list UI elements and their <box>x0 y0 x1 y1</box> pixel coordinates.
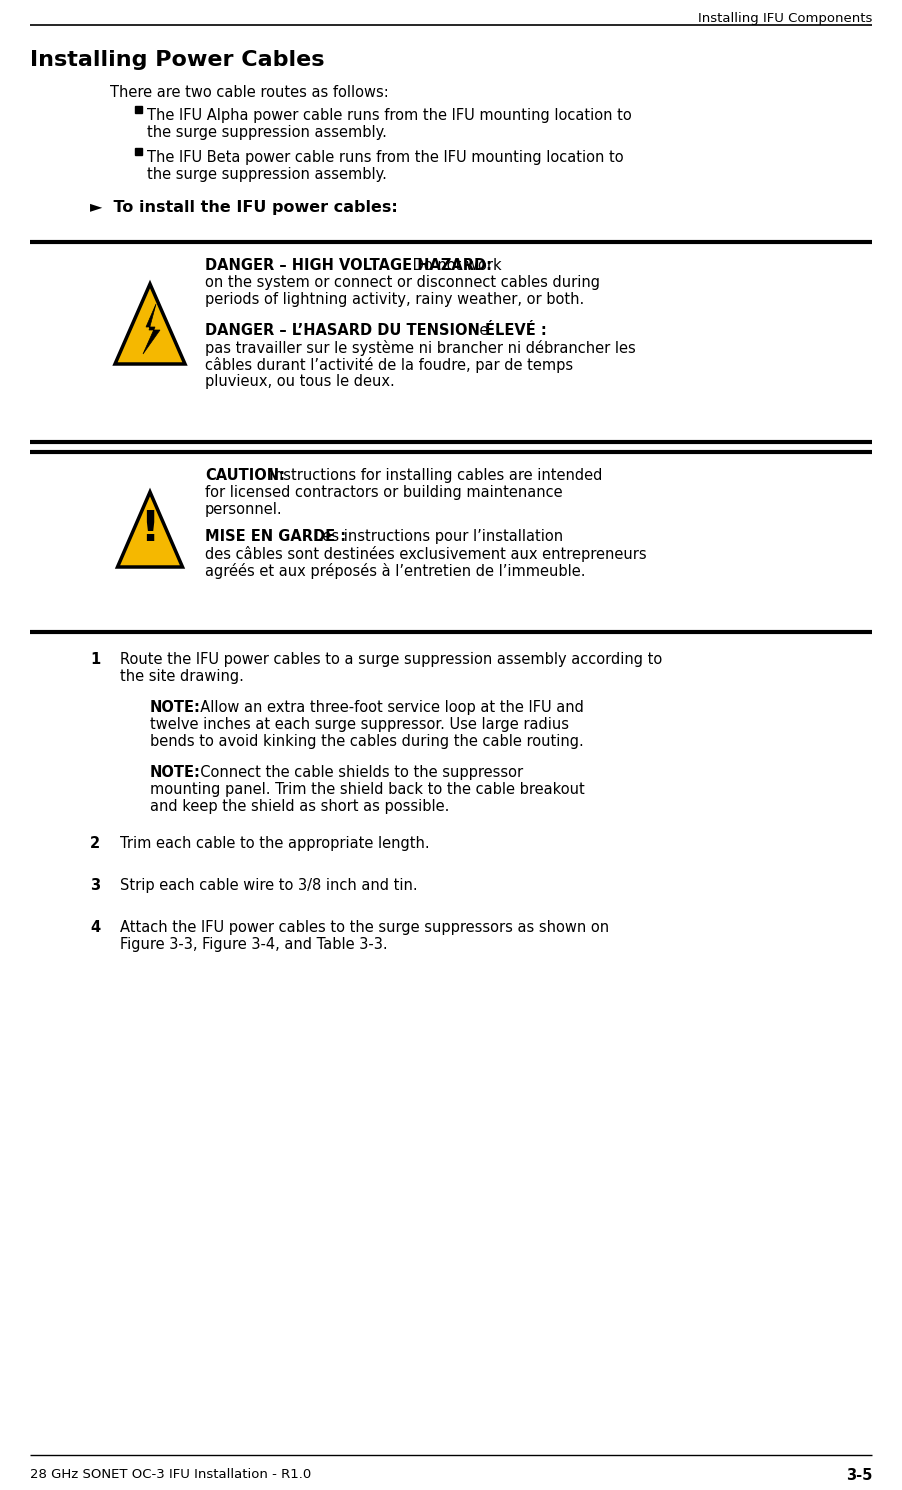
Text: 3: 3 <box>90 878 100 893</box>
Text: and keep the shield as short as possible.: and keep the shield as short as possible… <box>150 799 449 814</box>
Text: the site drawing.: the site drawing. <box>120 669 244 684</box>
Polygon shape <box>143 304 160 355</box>
Text: 1: 1 <box>90 653 100 668</box>
Text: pas travailler sur le système ni brancher ni débrancher les: pas travailler sur le système ni branche… <box>205 340 636 356</box>
Text: personnel.: personnel. <box>205 502 282 517</box>
Text: !: ! <box>141 508 160 550</box>
Text: Les instructions pour l’installation: Les instructions pour l’installation <box>310 529 563 544</box>
Text: twelve inches at each surge suppressor. Use large radius: twelve inches at each surge suppressor. … <box>150 717 569 732</box>
Text: periods of lightning activity, rainy weather, or both.: periods of lightning activity, rainy wea… <box>205 292 584 307</box>
Polygon shape <box>117 492 182 568</box>
Text: ►  To install the IFU power cables:: ► To install the IFU power cables: <box>90 200 398 215</box>
Text: des câbles sont destinées exclusivement aux entrepreneurs: des câbles sont destinées exclusivement … <box>205 545 647 562</box>
Polygon shape <box>115 285 185 364</box>
Text: CAUTION:: CAUTION: <box>205 468 285 483</box>
Text: bends to avoid kinking the cables during the cable routing.: bends to avoid kinking the cables during… <box>150 735 584 749</box>
Text: the surge suppression assembly.: the surge suppression assembly. <box>147 125 387 140</box>
Bar <box>135 148 142 155</box>
Text: Route the IFU power cables to a surge suppression assembly according to: Route the IFU power cables to a surge su… <box>120 653 662 668</box>
Text: Connect the cable shields to the suppressor: Connect the cable shields to the suppres… <box>191 764 523 779</box>
Text: on the system or connect or disconnect cables during: on the system or connect or disconnect c… <box>205 276 600 291</box>
Text: Installing IFU Components: Installing IFU Components <box>697 12 872 25</box>
Text: DANGER – L’HASARD DU TENSION ÉLEVÉ :: DANGER – L’HASARD DU TENSION ÉLEVÉ : <box>205 323 547 338</box>
Text: Trim each cable to the appropriate length.: Trim each cable to the appropriate lengt… <box>120 836 429 851</box>
Bar <box>135 106 142 113</box>
Text: the surge suppression assembly.: the surge suppression assembly. <box>147 167 387 182</box>
Text: agréés et aux préposés à l’entretien de l’immeuble.: agréés et aux préposés à l’entretien de … <box>205 563 585 580</box>
Text: Allow an extra three-foot service loop at the IFU and: Allow an extra three-foot service loop a… <box>191 700 584 715</box>
Text: Attach the IFU power cables to the surge suppressors as shown on: Attach the IFU power cables to the surge… <box>120 919 609 936</box>
Text: Ne: Ne <box>465 323 489 338</box>
Text: The IFU Alpha power cable runs from the IFU mounting location to: The IFU Alpha power cable runs from the … <box>147 107 631 124</box>
Text: Installing Power Cables: Installing Power Cables <box>30 51 325 70</box>
Text: Instructions for installing cables are intended: Instructions for installing cables are i… <box>265 468 603 483</box>
Text: 2: 2 <box>90 836 100 851</box>
Text: Figure 3-3, Figure 3-4, and Table 3-3.: Figure 3-3, Figure 3-4, and Table 3-3. <box>120 937 388 952</box>
Text: NOTE:: NOTE: <box>150 700 201 715</box>
Text: The IFU Beta power cable runs from the IFU mounting location to: The IFU Beta power cable runs from the I… <box>147 150 623 165</box>
Text: Strip each cable wire to 3/8 inch and tin.: Strip each cable wire to 3/8 inch and ti… <box>120 878 418 893</box>
Text: mounting panel. Trim the shield back to the cable breakout: mounting panel. Trim the shield back to … <box>150 782 584 797</box>
Text: NOTE:: NOTE: <box>150 764 201 779</box>
Text: Do not work: Do not work <box>408 258 502 273</box>
Text: pluvieux, ou tous le deux.: pluvieux, ou tous le deux. <box>205 374 395 389</box>
Text: DANGER – HIGH VOLTAGE HAZARD:: DANGER – HIGH VOLTAGE HAZARD: <box>205 258 492 273</box>
Text: 28 GHz SONET OC-3 IFU Installation - R1.0: 28 GHz SONET OC-3 IFU Installation - R1.… <box>30 1468 311 1481</box>
Text: 3-5: 3-5 <box>846 1468 872 1483</box>
Text: There are two cable routes as follows:: There are two cable routes as follows: <box>110 85 389 100</box>
Text: for licensed contractors or building maintenance: for licensed contractors or building mai… <box>205 486 563 501</box>
Text: câbles durant l’activité de la foudre, par de temps: câbles durant l’activité de la foudre, p… <box>205 358 573 372</box>
Text: 4: 4 <box>90 919 100 936</box>
Text: MISE EN GARDE :: MISE EN GARDE : <box>205 529 346 544</box>
